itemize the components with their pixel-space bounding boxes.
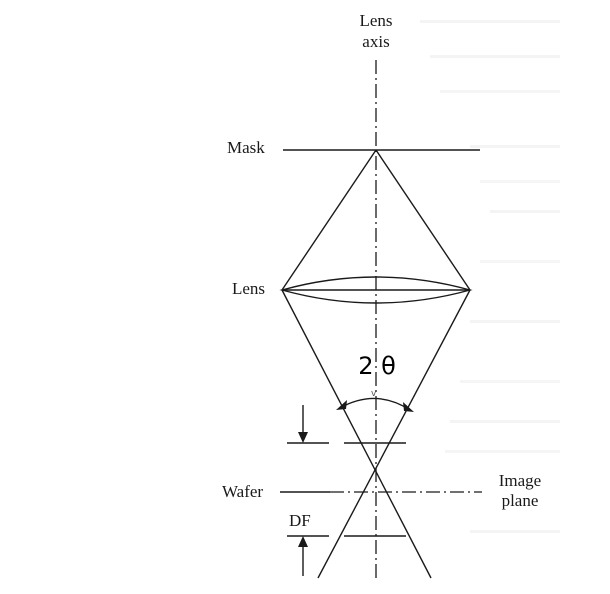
df-label: DF xyxy=(289,511,311,530)
wafer-label: Wafer xyxy=(222,482,263,501)
image-plane-label-line1: Image xyxy=(499,471,541,490)
ray-lens-left-through-focus xyxy=(281,289,432,579)
mask-label: Mask xyxy=(227,138,265,157)
background-texture xyxy=(420,20,560,533)
df-upper-arrowhead xyxy=(298,432,308,443)
ray-lens-right-through-focus xyxy=(317,289,471,579)
angle-label: 2 θ xyxy=(358,352,396,380)
lens-label: Lens xyxy=(232,279,265,298)
image-plane-label-line2: plane xyxy=(502,491,539,510)
angle-arc xyxy=(339,397,411,411)
ray-mask-to-lens-left xyxy=(281,149,377,291)
angle-arc-arrowhead-right xyxy=(403,402,414,412)
lens-axis-label-line1: Lens xyxy=(359,11,392,30)
df-lower-arrowhead xyxy=(298,536,308,547)
lens-axis-label-line2: axis xyxy=(362,32,389,51)
ray-mask-to-lens-right xyxy=(375,149,471,291)
angle-vertex-tick: v xyxy=(371,389,377,399)
angle-arc-arrowhead-left xyxy=(336,400,347,410)
